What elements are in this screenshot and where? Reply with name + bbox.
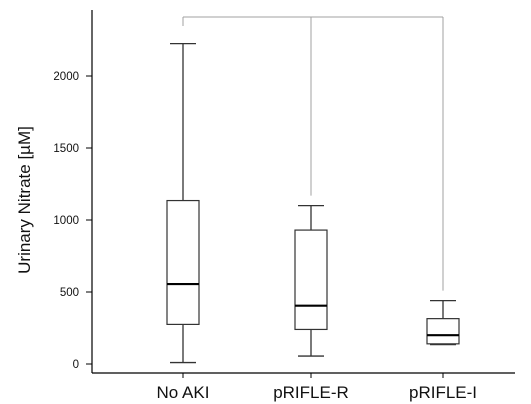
boxes	[166, 42, 460, 364]
x-axis: No AKI pRIFLE-R pRIFLE-I	[92, 372, 515, 402]
comparison-bracket	[182, 16, 444, 291]
y-tick-label: 2000	[53, 71, 79, 83]
y-tick-label: 1000	[53, 215, 79, 227]
y-axis: 0 500 1000 1500 2000	[53, 10, 93, 373]
x-category-label: pRIFLE-I	[409, 383, 477, 402]
y-tick-label: 500	[60, 287, 79, 299]
box-no-aki	[166, 42, 200, 364]
box-prifle-r	[294, 204, 328, 357]
iqr-box	[294, 229, 328, 331]
iqr-box	[166, 199, 200, 325]
x-category-label: pRIFLE-R	[273, 383, 349, 402]
x-category-label: No AKI	[157, 383, 210, 402]
y-tick-label: 1500	[53, 143, 79, 155]
y-axis-label: Urinary Nitrate [µM]	[15, 126, 34, 274]
y-tick-label: 0	[73, 359, 79, 371]
iqr-box	[426, 318, 460, 345]
box-prifle-i	[426, 299, 460, 346]
